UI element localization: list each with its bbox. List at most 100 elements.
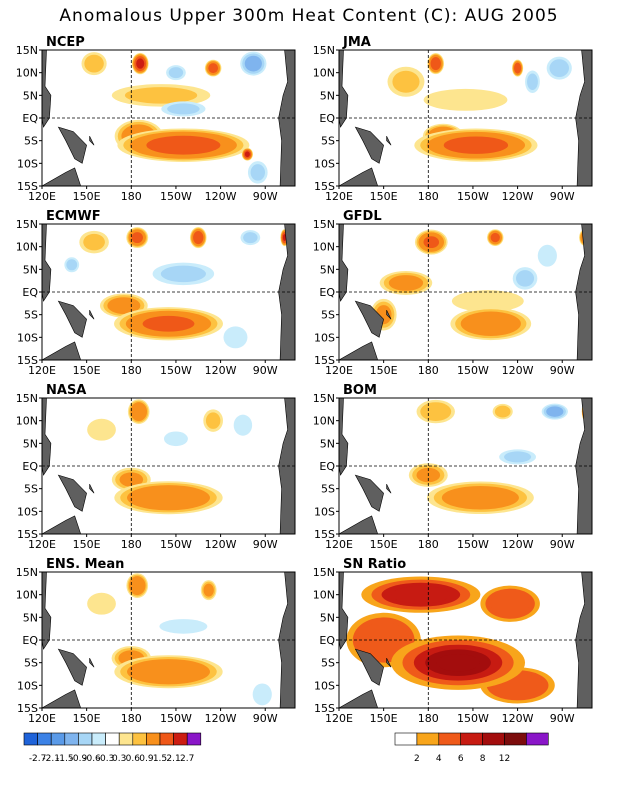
legend-label: 0.9 bbox=[139, 754, 154, 764]
legend-swatch bbox=[416, 732, 440, 746]
sn-blob bbox=[391, 585, 451, 604]
lat-tick-label: 5N bbox=[320, 263, 335, 276]
lat-tick-label: 5S bbox=[24, 657, 38, 670]
panel-title: JMA bbox=[342, 35, 371, 50]
lon-tick-label: 180 bbox=[418, 538, 439, 551]
land-mass bbox=[278, 224, 295, 360]
land-mass bbox=[339, 689, 379, 708]
legend-swatch bbox=[504, 732, 527, 746]
land-mass bbox=[89, 135, 95, 146]
anomaly-blob bbox=[128, 576, 146, 596]
land-mass bbox=[339, 341, 379, 360]
lon-tick-label: 120W bbox=[205, 364, 237, 377]
legend-label: -1.5 bbox=[56, 754, 74, 764]
lat-tick-label: 10S bbox=[17, 505, 38, 518]
anomaly-blob bbox=[84, 54, 104, 73]
lon-tick-label: 90W bbox=[253, 538, 278, 551]
lon-tick-label: 150E bbox=[370, 190, 398, 203]
anomaly-blob bbox=[441, 485, 519, 510]
lat-tick-label: 10N bbox=[313, 589, 335, 602]
anomaly-blob bbox=[423, 236, 440, 249]
lon-tick-label: 120E bbox=[28, 364, 56, 377]
legend-swatch bbox=[438, 732, 461, 746]
lon-tick-label: 90W bbox=[550, 190, 575, 203]
lon-tick-label: 150W bbox=[457, 712, 489, 725]
anomaly-blob bbox=[252, 683, 272, 706]
lon-tick-label: 150E bbox=[73, 538, 101, 551]
lat-tick-label: 10N bbox=[313, 415, 335, 428]
land-mass bbox=[575, 224, 592, 360]
legend-swatch bbox=[78, 732, 93, 746]
land-mass bbox=[57, 648, 87, 686]
lat-tick-label: 5S bbox=[24, 309, 38, 322]
lon-tick-label: 180 bbox=[418, 364, 439, 377]
lon-tick-label: 90W bbox=[550, 712, 575, 725]
anomaly-blob bbox=[142, 315, 195, 332]
land-mass bbox=[354, 300, 384, 338]
legend-label: 0.3 bbox=[112, 754, 126, 764]
lat-tick-label: 5N bbox=[23, 89, 38, 102]
legend-label: 2 bbox=[414, 754, 420, 764]
anomaly-blob bbox=[549, 59, 570, 78]
lon-tick-label: 90W bbox=[253, 712, 278, 725]
land-mass bbox=[57, 474, 87, 512]
lat-tick-label: 10S bbox=[17, 679, 38, 692]
legend-swatch bbox=[23, 732, 38, 746]
legend-label: 4 bbox=[436, 754, 442, 764]
legend-swatch bbox=[105, 732, 120, 746]
lon-tick-label: 180 bbox=[418, 712, 439, 725]
lat-tick-label: 15S bbox=[314, 180, 335, 193]
lon-tick-label: 180 bbox=[121, 538, 142, 551]
lat-tick-label: 15N bbox=[16, 566, 38, 579]
anomaly-blob bbox=[527, 73, 538, 90]
land-mass bbox=[386, 483, 392, 494]
lat-tick-label: 5S bbox=[321, 657, 335, 670]
lon-tick-label: 180 bbox=[121, 190, 142, 203]
lat-tick-label: 5N bbox=[23, 437, 38, 450]
lon-tick-label: 150E bbox=[73, 364, 101, 377]
lon-tick-label: 180 bbox=[121, 364, 142, 377]
lon-tick-label: 120E bbox=[28, 712, 56, 725]
lon-tick-label: 90W bbox=[550, 538, 575, 551]
lon-tick-label: 120E bbox=[28, 538, 56, 551]
anomaly-blob bbox=[66, 259, 78, 271]
lon-tick-label: 120W bbox=[205, 712, 237, 725]
anomaly-blob bbox=[430, 57, 441, 71]
lat-tick-label: 5S bbox=[24, 483, 38, 496]
lon-tick-label: 120W bbox=[502, 190, 534, 203]
anomaly-blob bbox=[146, 135, 221, 155]
lon-tick-label: 150E bbox=[73, 190, 101, 203]
anomaly-blob bbox=[244, 151, 250, 158]
lat-tick-label: 15S bbox=[17, 528, 38, 541]
anomaly-blob bbox=[131, 232, 143, 244]
lon-tick-label: 120W bbox=[205, 538, 237, 551]
land-mass bbox=[386, 135, 392, 146]
lon-tick-label: 90W bbox=[253, 190, 278, 203]
legend-label: 2.1 bbox=[166, 754, 180, 764]
legend-heat-content: -2.7-2.1-1.5-0.9-0.6-0.30.3 0.6 0.9 1.5 2.1 2… bbox=[23, 732, 202, 764]
lat-tick-label: EQ bbox=[319, 634, 335, 647]
lat-tick-label: 5S bbox=[24, 135, 38, 148]
anomaly-blob bbox=[392, 70, 420, 93]
panel-title: ECMWF bbox=[46, 209, 101, 224]
land-mass bbox=[89, 657, 95, 668]
lat-tick-label: 15N bbox=[16, 44, 38, 57]
anomaly-blob bbox=[515, 270, 535, 287]
legend-swatch bbox=[186, 732, 202, 746]
legend-label: -0.9 bbox=[70, 754, 88, 764]
land-mass bbox=[575, 50, 592, 186]
panel-title: SN Ratio bbox=[343, 557, 406, 572]
anomaly-blob bbox=[443, 136, 509, 154]
lat-tick-label: 15S bbox=[314, 702, 335, 715]
lat-tick-label: 15S bbox=[17, 354, 38, 367]
anomaly-blob bbox=[193, 231, 204, 245]
panel-title: NCEP bbox=[46, 35, 85, 50]
legend-swatch bbox=[526, 732, 549, 746]
anomaly-blob bbox=[223, 326, 248, 349]
sn-blob bbox=[359, 622, 409, 658]
legend-swatch bbox=[118, 732, 134, 746]
lat-tick-label: 10N bbox=[16, 415, 38, 428]
anomaly-blob bbox=[203, 583, 214, 597]
